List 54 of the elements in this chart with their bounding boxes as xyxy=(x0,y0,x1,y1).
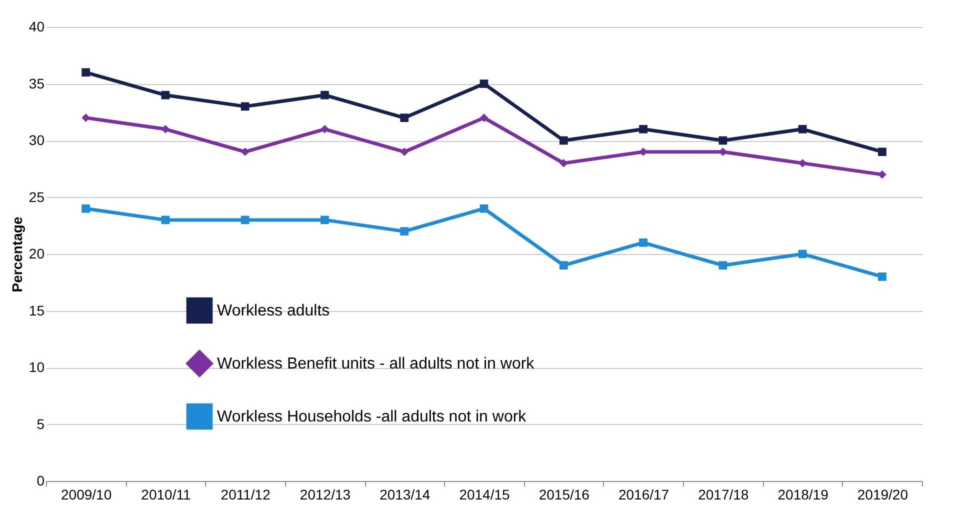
point xyxy=(161,216,170,224)
point xyxy=(878,272,886,281)
point xyxy=(480,114,488,122)
y-tick-label: 35 xyxy=(28,75,45,92)
y-tick-label: 30 xyxy=(28,132,45,148)
y-tick-label: 40 xyxy=(28,18,45,34)
y-axis-title: Percentage xyxy=(8,216,25,292)
y-tick-label: 5 xyxy=(36,416,45,432)
y-tick-label: 15 xyxy=(28,302,45,318)
x-tick-label: 2010/11 xyxy=(141,486,191,502)
y-tick-label: 0 xyxy=(36,472,45,488)
point xyxy=(639,238,648,247)
point xyxy=(400,148,409,156)
point xyxy=(559,159,568,168)
point xyxy=(559,261,568,270)
point xyxy=(798,124,807,134)
point xyxy=(82,68,90,77)
point xyxy=(718,261,728,270)
x-tick-label: 2019/20 xyxy=(857,486,908,502)
point xyxy=(559,136,568,145)
x-tick-label: 2015/16 xyxy=(538,486,590,502)
point xyxy=(161,90,170,100)
point xyxy=(240,216,250,224)
x-tick-label: 2011/12 xyxy=(220,486,271,502)
x-tick-label: 2012/13 xyxy=(300,486,351,502)
point xyxy=(798,250,807,258)
x-tick-label: 2014/15 xyxy=(459,486,510,502)
point xyxy=(320,90,329,100)
point xyxy=(161,124,170,134)
point xyxy=(480,204,488,213)
point xyxy=(480,80,488,88)
point xyxy=(878,148,886,156)
point xyxy=(240,148,250,156)
point xyxy=(82,114,90,122)
x-tick-label: 2009/10 xyxy=(61,486,112,502)
point xyxy=(639,124,648,134)
point xyxy=(878,170,886,179)
point xyxy=(82,204,90,213)
x-tick-label: 2017/18 xyxy=(698,486,749,502)
y-tick-label: 10 xyxy=(28,359,45,375)
point xyxy=(320,216,329,224)
legend-label: Workless adults xyxy=(217,302,330,320)
legend-label: Workless Benefit units - all adults not in work xyxy=(217,356,536,372)
x-tick-label: 2013/14 xyxy=(380,486,430,502)
x-tick-label: 2016/17 xyxy=(618,486,670,502)
point xyxy=(400,227,409,236)
y-tick-label: 25 xyxy=(28,188,45,205)
point xyxy=(400,114,409,122)
x-tick-label: 2018/19 xyxy=(778,486,829,502)
point xyxy=(320,124,329,134)
point xyxy=(718,136,728,145)
point xyxy=(240,102,250,111)
y-tick-label: 20 xyxy=(28,246,45,262)
legend-label: Workless Households -all adults not in work xyxy=(217,408,528,426)
